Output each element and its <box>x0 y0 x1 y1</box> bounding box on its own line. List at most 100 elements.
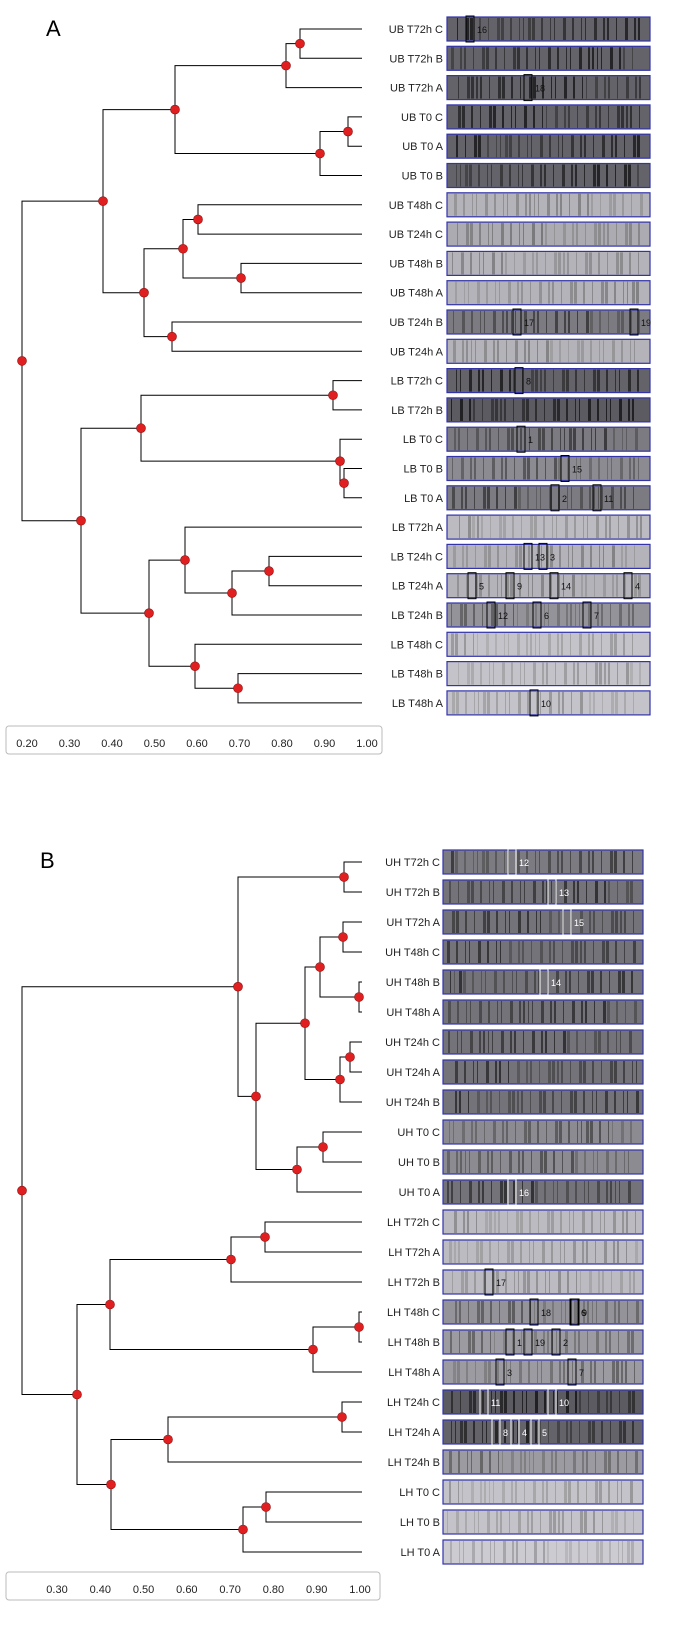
lane-label: UH T48h B <box>386 977 440 989</box>
cluster-node <box>76 515 86 526</box>
lane-label: UB T24h A <box>390 346 444 358</box>
lane-label: LH T72h C <box>387 1217 440 1229</box>
cluster-node <box>227 588 237 598</box>
axis-tick-label: 0.20 <box>16 738 37 750</box>
gel-lane <box>442 1239 644 1265</box>
cluster-node <box>300 1018 310 1029</box>
lane-label: UH T24h C <box>385 1037 440 1049</box>
axis-tick-label: 0.40 <box>90 1584 111 1596</box>
band-label: 12 <box>498 611 508 621</box>
lane-label: UB T48h B <box>389 258 443 270</box>
band-label: 1 <box>528 435 533 445</box>
cluster-node <box>139 287 149 298</box>
dendrogram-branch <box>174 65 320 155</box>
lane-label: LB T24h C <box>391 551 443 563</box>
gel-lane <box>446 631 651 657</box>
lane-label: LB T24h B <box>391 610 443 622</box>
axis-tick-label: 0.90 <box>306 1584 327 1596</box>
band-marker <box>567 1358 577 1386</box>
band-marker <box>592 484 602 512</box>
band-marker <box>479 1388 489 1416</box>
cluster-node <box>315 962 325 972</box>
axis-tick-label: 1.00 <box>349 1584 370 1596</box>
panel-b-lanes: UH T72h C UH T72h B UH T72h A UH T48h C UH T… <box>385 848 644 1565</box>
band-marker <box>629 308 639 336</box>
gel-lane <box>442 849 644 875</box>
cluster-node <box>335 456 345 466</box>
cluster-node <box>98 196 108 206</box>
lane-label: LH T24h C <box>387 1397 440 1409</box>
lane-label: LB T0 C <box>403 434 443 446</box>
dendrogram-branch <box>80 427 149 614</box>
band-label: 4 <box>635 582 640 592</box>
band-marker <box>547 878 557 906</box>
gel-lane <box>446 573 651 599</box>
dendrogram-branch <box>240 262 362 294</box>
lane-label: LH T0 B <box>400 1517 440 1529</box>
lane-label: LH T48h B <box>388 1337 440 1349</box>
band-marker <box>550 484 560 512</box>
band-marker <box>532 601 542 629</box>
lane-label: UH T72h B <box>386 887 440 899</box>
band-label: 2 <box>562 494 567 504</box>
lane-label: UB T48h C <box>389 200 443 212</box>
band-marker <box>495 1358 505 1386</box>
cluster-node <box>337 1412 347 1422</box>
lane-label: LB T72h A <box>392 522 444 534</box>
band-label: 17 <box>524 318 534 328</box>
cluster-node <box>339 872 349 882</box>
band-label: 3 <box>507 1368 512 1378</box>
band-label: 1 <box>517 1338 522 1348</box>
axis-tick-label: 0.70 <box>229 738 250 750</box>
band-marker <box>551 1328 561 1356</box>
lane-label: LB T72h B <box>391 405 443 417</box>
lane-label: UH T48h C <box>385 947 440 959</box>
band-label: 9 <box>582 1308 587 1318</box>
axis-tick-label: 0.30 <box>59 738 80 750</box>
axis-tick-label: 0.90 <box>314 738 335 750</box>
band-label: 9 <box>517 582 522 592</box>
lane-label: UH T72h A <box>386 917 440 929</box>
axis-tick-label: 0.60 <box>176 1584 197 1596</box>
gel-lane <box>446 426 651 452</box>
dendrogram-branch <box>265 1491 362 1523</box>
cluster-node <box>105 1299 115 1310</box>
lane-label: UH T0 C <box>397 1127 440 1139</box>
lane-label: LH T48h A <box>388 1367 440 1379</box>
gel-lane <box>446 690 651 716</box>
gel-lane <box>442 1539 644 1565</box>
band-marker <box>505 1328 515 1356</box>
dendrogram-branch <box>304 966 340 1080</box>
band-marker <box>507 1178 517 1206</box>
dendrogram-branch <box>148 559 195 667</box>
band-label: 15 <box>572 465 582 475</box>
dendrogram-branch <box>171 321 362 352</box>
cluster-node <box>106 1479 116 1490</box>
band-marker <box>582 601 592 629</box>
cluster-node <box>354 1322 364 1332</box>
gel-lane <box>446 162 651 189</box>
lane-label: LB T0 B <box>403 464 443 476</box>
gel-lane <box>446 221 651 247</box>
cluster-node <box>308 1344 318 1355</box>
dendrogram-branch <box>194 643 362 689</box>
axis-tick-label: 0.80 <box>263 1584 284 1596</box>
panel-b-dendrogram <box>21 861 362 1553</box>
dendrogram-branch <box>296 1146 362 1193</box>
band-label: 16 <box>477 25 487 35</box>
band-label: 13 <box>559 888 569 898</box>
cluster-node <box>180 555 190 565</box>
cluster-node <box>233 981 243 992</box>
band-label: 18 <box>541 1308 551 1318</box>
band-marker <box>491 1418 501 1446</box>
gel-lane <box>442 1479 644 1505</box>
cluster-node <box>335 1074 345 1085</box>
lane-label: UH T0 A <box>399 1187 441 1199</box>
band-label: 2 <box>563 1338 568 1348</box>
dendrogram-branch <box>143 248 183 338</box>
axis-tick-label: 0.50 <box>144 738 165 750</box>
gel-lane <box>446 368 651 394</box>
cluster-node <box>178 243 188 254</box>
band-marker <box>512 308 522 336</box>
band-label: 17 <box>496 1278 506 1288</box>
